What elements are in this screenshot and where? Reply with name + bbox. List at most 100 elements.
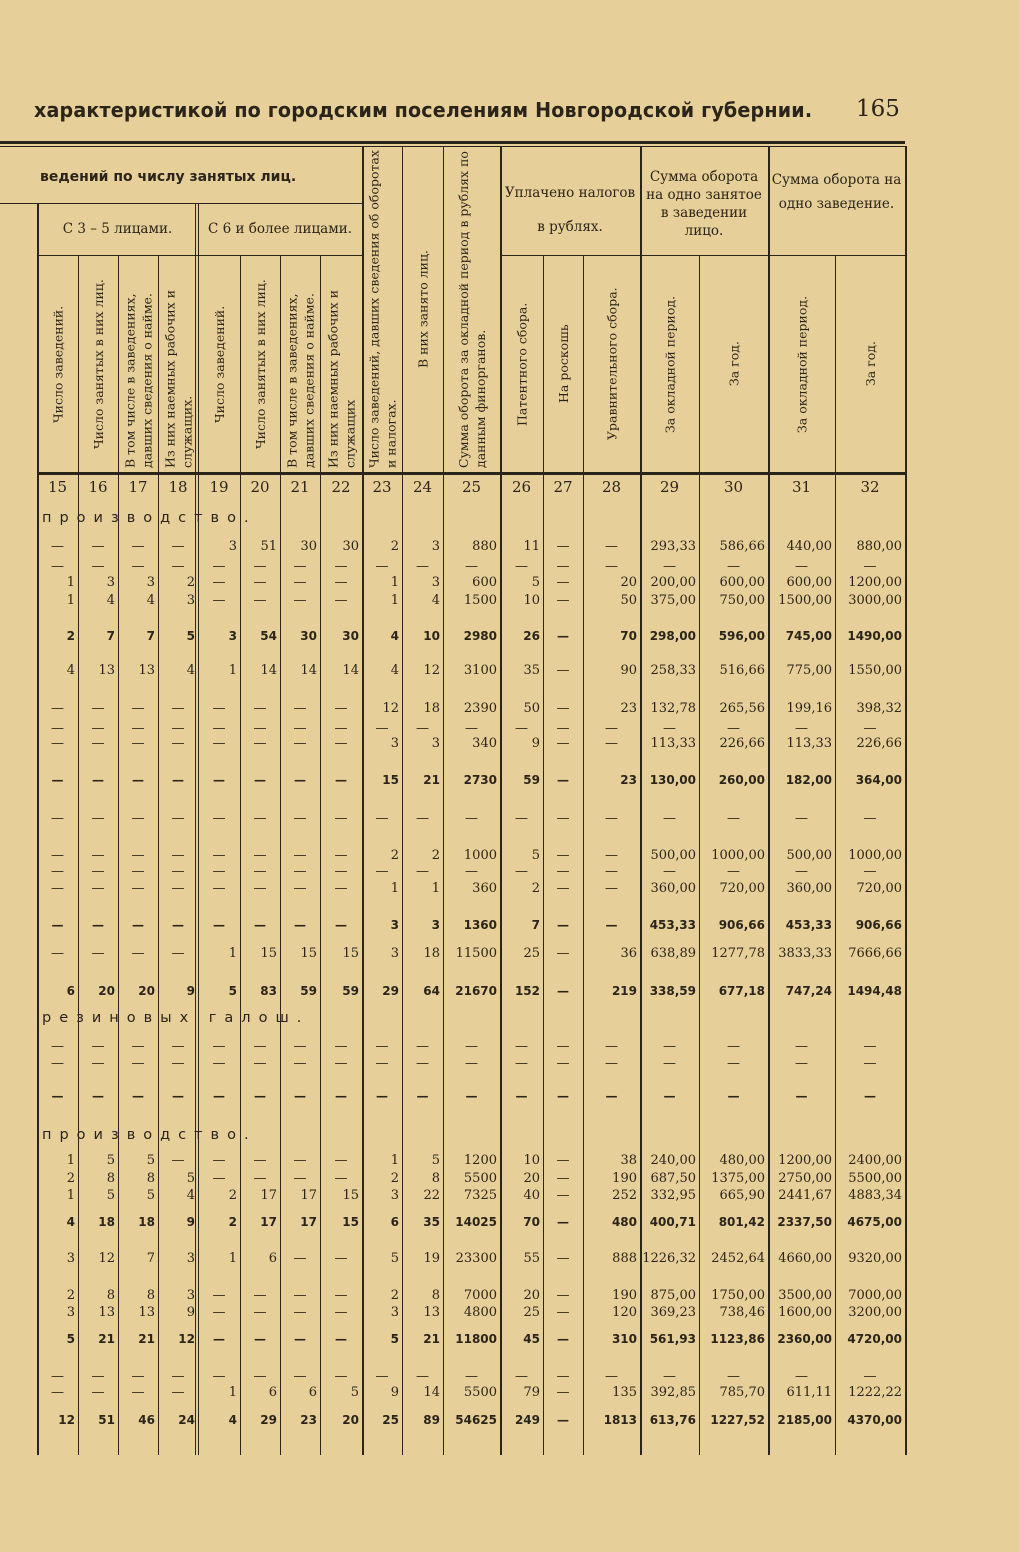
table-cell-col-22: 14 [342,663,359,678]
table-cell-col-17: 13 [138,1305,155,1320]
table-cell-col-19: 4 [228,1413,237,1427]
table-cell-col-26: 59 [523,773,540,787]
table-cell-col-23: — [375,559,389,574]
table-cell-col-20: 6 [268,1385,277,1400]
table-cell-col-22: — [334,736,348,751]
table-cell-col-19: 1 [228,1251,237,1266]
table-cell-col-16: 21 [98,1332,115,1346]
table-cell-col-25: 11800 [455,1332,497,1346]
table-cell-col-25: 4800 [463,1305,497,1320]
table-cell-col-20: 29 [260,1413,277,1427]
table-cell-col-21: — [293,593,307,608]
column-line [320,255,321,1455]
table-cell-col-17: — [131,946,145,961]
table-cell-col-16: 51 [98,1413,115,1427]
column-header-25: Сумма оборота за окладной период в рубля… [456,151,488,468]
column-number: 23 [372,478,392,496]
table-cell-col-28: 50 [620,593,637,608]
column-header-28: Уравнительного сбора. [604,287,620,441]
table-cell-col-31: 775,00 [786,663,833,678]
table-cell-col-30: 260,00 [718,773,765,787]
table-cell-col-18: — [171,1385,185,1400]
table-cell-col-17: — [131,559,145,574]
table-cell-col-19: — [212,864,226,879]
table-cell-col-28: 888 [612,1251,637,1266]
table-cell-col-17: 8 [146,1288,155,1303]
table-cell-col-23: 3 [390,736,399,751]
table-cell-col-32: 4675,00 [847,1215,902,1229]
group-header-6-plus: С 6 и более лицами. [208,221,352,237]
table-cell-col-20: — [253,1056,267,1071]
table-cell-col-23: 2 [390,1171,399,1186]
table-cell-col-27: — [556,881,570,896]
table-cell-col-21: — [293,1171,307,1186]
table-cell-col-16: — [91,946,105,961]
table-cell-col-29: — [663,811,676,826]
table-cell-col-32: 7666,66 [848,946,902,961]
column-line [905,146,907,1455]
table-cell-col-22: — [334,811,348,826]
table-cell-col-19: — [213,1089,225,1103]
table-cell-col-18: 4 [186,1188,195,1203]
table-cell-col-19: — [212,881,226,896]
table-cell-col-27: — [556,1039,570,1054]
table-cell-col-15: — [51,539,64,554]
table-cell-col-15: — [51,736,64,751]
table-cell-col-26: 55 [523,1251,540,1266]
table-cell-col-19: — [212,701,226,716]
table-cell-col-23: 12 [382,701,399,716]
table-cell-col-25: — [465,811,478,826]
table-cell-col-26: — [515,1089,528,1103]
table-cell-col-16: 8 [106,1171,115,1186]
table-cell-col-27: — [556,1385,570,1400]
table-cell-col-31: 113,33 [786,736,833,751]
table-cell-col-18: — [171,881,185,896]
table-cell-col-25: 54625 [455,1413,497,1427]
table-cell-col-27: — [556,736,570,751]
table-cell-col-21: — [293,1369,307,1384]
table-cell-col-24: 10 [423,629,440,643]
table-cell-col-20: 17 [260,1188,277,1203]
table-cell-col-31: 1500,00 [778,593,832,608]
table-cell-col-18: — [171,539,185,554]
table-cell-col-16: — [91,1056,105,1071]
table-cell-col-22: — [334,1288,348,1303]
table-cell-col-30: 785,70 [719,1385,766,1400]
table-cell-col-16: — [92,773,104,787]
table-cell-col-16: 5 [106,1153,115,1168]
table-cell-col-31: 440,00 [786,539,833,554]
table-cell-col-30: — [727,1089,740,1103]
table-cell-col-28: — [605,1056,618,1071]
table-cell-col-30: — [727,559,740,574]
table-cell-col-23: 3 [390,946,399,961]
table-cell-col-22: — [334,864,348,879]
column-header-26: Патентного сбора. [514,302,530,426]
table-cell-col-18: — [171,946,185,961]
table-cell-col-24: — [416,721,429,736]
table-cell-col-26: — [515,864,528,879]
table-cell-col-31: 1600,00 [778,1305,832,1320]
table-cell-col-20: — [253,559,267,574]
table-cell-col-28: — [605,881,618,896]
table-cell-col-25: 1000 [463,848,497,863]
table-cell-col-22: 15 [342,946,359,961]
table-cell-col-20: — [253,811,267,826]
column-header-21: В том числе в заведениях, давших сведени… [284,293,317,468]
table-cell-col-23: 4 [390,629,399,643]
table-cell-col-27: — [556,1251,570,1266]
table-cell-col-17: 8 [146,1171,155,1186]
table-cell-col-17: — [131,1039,145,1054]
table-cell-col-20: 6 [268,1251,277,1266]
column-number: 32 [860,478,880,496]
table-cell-col-27: — [556,1188,570,1203]
table-cell-col-16: — [91,848,105,863]
table-cell-col-25: 600 [472,575,497,590]
column-header-24: В них занято лиц. [415,249,431,369]
column-header-22: Из них наемных рабочих и служащих [325,289,358,468]
table-cell-col-20: — [253,1288,267,1303]
table-cell-col-29: 360,00 [650,881,697,896]
table-cell-col-17: 5 [146,1153,155,1168]
table-cell-col-23: 3 [390,1188,399,1203]
table-cell-col-28: 310 [611,1332,637,1346]
table-cell-col-22: — [334,701,348,716]
